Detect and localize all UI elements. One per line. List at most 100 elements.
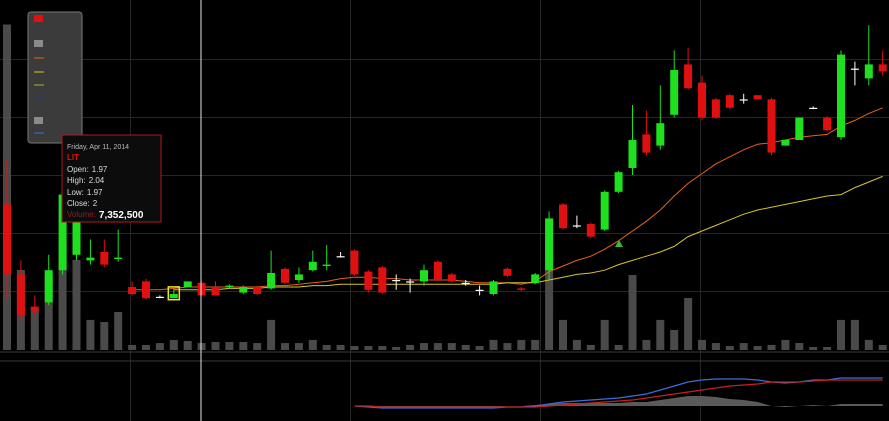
volume-bar	[475, 346, 484, 350]
volume-bar	[406, 344, 415, 350]
candle-body	[128, 287, 137, 294]
volume-bar	[461, 344, 470, 350]
candle-body	[3, 204, 11, 275]
candle-body	[350, 250, 359, 275]
volume-bar	[739, 343, 748, 350]
legend-box	[27, 11, 83, 144]
candle-body	[100, 252, 109, 265]
volume-bar	[128, 344, 137, 350]
volume-bar	[489, 339, 498, 350]
candle-body	[406, 281, 415, 283]
volume-bar	[517, 339, 526, 350]
candle-body	[86, 257, 95, 261]
candle-body	[44, 270, 53, 303]
volume-bar	[698, 339, 706, 350]
tooltip-symbol: LIT	[67, 153, 79, 162]
macd-line	[354, 379, 883, 408]
candle-body	[837, 54, 845, 138]
candle-body	[586, 224, 595, 237]
candle-body	[684, 64, 693, 89]
candle-body	[225, 285, 234, 287]
tooltip-row: Low: 1.97	[67, 188, 103, 197]
candle-body	[600, 191, 609, 230]
volume-bar	[267, 319, 276, 350]
volume-bar	[559, 319, 567, 350]
tooltip-value: 1.97	[92, 165, 108, 174]
signal-marker	[615, 240, 623, 247]
volume-bar	[545, 239, 554, 350]
volume-bar	[294, 343, 303, 350]
volume-bar	[433, 343, 442, 350]
tooltip-date: Friday, Apr 11, 2014	[67, 144, 129, 151]
tooltip-value: 7,352,500	[99, 210, 144, 221]
candle-body	[572, 225, 581, 227]
candle-body	[767, 99, 776, 153]
candle-body	[267, 273, 276, 289]
candle-body	[809, 107, 818, 109]
volume-bar	[239, 341, 248, 350]
tooltip-value: 1.97	[87, 188, 103, 197]
candle-body	[461, 282, 470, 284]
candle-body	[656, 123, 665, 146]
tooltip-label: Volume:	[67, 210, 96, 219]
volume-bar	[823, 347, 832, 350]
candle-body	[114, 257, 123, 259]
volume-bar	[350, 346, 359, 350]
volume-bar	[795, 343, 804, 350]
volume-bar	[572, 339, 581, 350]
volume-bar	[420, 343, 428, 350]
legend-swatch	[34, 40, 43, 47]
candle-body	[169, 294, 178, 299]
candle-body	[336, 256, 345, 258]
candle-body	[711, 99, 720, 118]
volume-bar	[142, 344, 150, 350]
volume-bar	[183, 341, 192, 350]
candle-body	[878, 64, 887, 72]
volume-bar	[155, 343, 164, 350]
volume-bar	[586, 344, 595, 350]
candle-body	[155, 296, 164, 298]
candle-body	[781, 140, 790, 146]
candle-body	[642, 134, 651, 153]
volume-bar	[308, 339, 317, 350]
tooltip: Friday, Apr 11, 2014 LIT Open: 1.97 High:…	[61, 134, 162, 223]
candle-body	[614, 172, 623, 192]
legend-swatch	[34, 15, 43, 22]
candle-body	[16, 274, 25, 315]
candle-body	[378, 267, 387, 293]
volume-bar	[670, 329, 679, 350]
volume-bar	[864, 339, 873, 350]
candle-body	[211, 287, 220, 296]
candle-body	[447, 274, 456, 282]
tooltip-label: High:	[67, 176, 86, 185]
candle-body	[72, 194, 81, 255]
macd-layer	[354, 377, 883, 409]
volume-bar	[392, 347, 401, 350]
volume-bar	[72, 259, 81, 350]
tooltip-row: Open: 1.97	[67, 165, 108, 174]
price-layer	[3, 25, 887, 321]
volume-bar	[642, 339, 651, 350]
candle-body	[58, 194, 67, 271]
volume-bar	[253, 343, 262, 350]
volume-bar	[322, 344, 331, 350]
volume-bar	[503, 343, 512, 350]
volume-bar	[628, 274, 637, 350]
moving-average	[173, 175, 883, 291]
volume-bar	[809, 347, 818, 350]
tooltip-row: Volume: 7,352,500	[67, 210, 144, 221]
tooltip-row: Close: 2	[67, 199, 98, 208]
candle-body	[545, 218, 554, 271]
candle-body	[795, 117, 804, 140]
legend-swatch	[34, 117, 43, 124]
volume-bar	[837, 319, 845, 350]
candle-body	[392, 280, 401, 282]
candle-body	[364, 271, 373, 290]
volume-bar	[600, 319, 609, 350]
candle-body	[253, 287, 262, 294]
tooltip-frame	[61, 134, 162, 223]
candle-body	[864, 64, 873, 79]
candle-body	[670, 70, 679, 115]
